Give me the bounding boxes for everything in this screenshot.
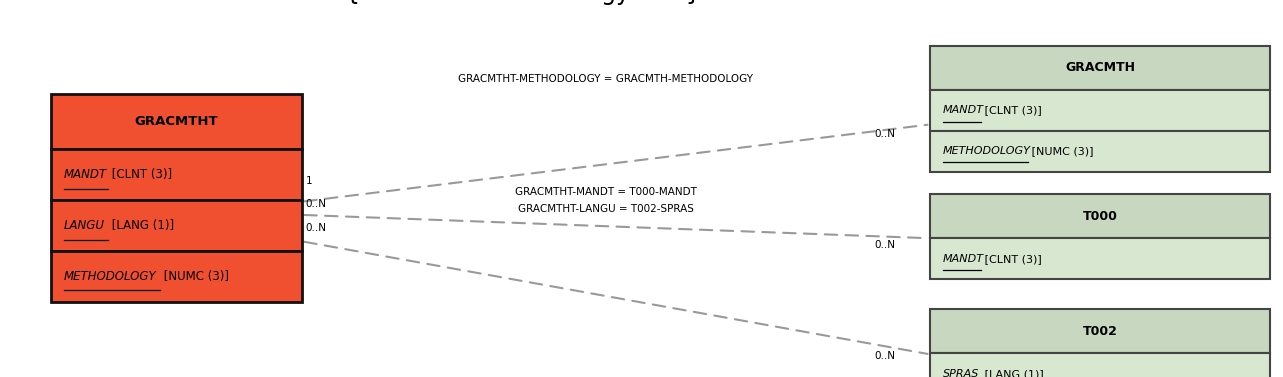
Text: MANDT: MANDT <box>943 106 984 115</box>
Text: [NUMC (3)]: [NUMC (3)] <box>160 270 230 283</box>
Text: T002: T002 <box>1083 325 1117 337</box>
Bar <box>930 194 1270 238</box>
Text: METHODOLOGY: METHODOLOGY <box>64 270 157 283</box>
Text: GRACMTH: GRACMTH <box>1065 61 1135 74</box>
Bar <box>930 353 1270 377</box>
Text: 0..N: 0..N <box>305 223 326 233</box>
Text: 0..N: 0..N <box>875 129 896 139</box>
Text: LANGU: LANGU <box>64 219 105 232</box>
Text: METHODOLOGY: METHODOLOGY <box>943 146 1030 156</box>
Text: GRACMTHT: GRACMTHT <box>135 115 218 128</box>
Text: [NUMC (3)]: [NUMC (3)] <box>1028 146 1093 156</box>
Text: GRACMTHT-METHODOLOGY = GRACMTH-METHODOLOGY: GRACMTHT-METHODOLOGY = GRACMTH-METHODOLO… <box>458 74 753 84</box>
Bar <box>51 94 302 149</box>
Text: 0..N: 0..N <box>875 351 896 361</box>
Bar <box>51 251 302 302</box>
Text: 1: 1 <box>305 176 312 186</box>
Text: T000: T000 <box>1083 210 1117 222</box>
Bar <box>930 90 1270 131</box>
Text: [LANG (1)]: [LANG (1)] <box>108 219 174 232</box>
Text: [CLNT (3)]: [CLNT (3)] <box>108 168 172 181</box>
Bar <box>930 46 1270 90</box>
Text: [LANG (1)]: [LANG (1)] <box>981 369 1044 377</box>
Text: [CLNT (3)]: [CLNT (3)] <box>981 254 1042 264</box>
Text: MANDT: MANDT <box>64 168 108 181</box>
Text: SPRAS: SPRAS <box>943 369 979 377</box>
Text: 0..N: 0..N <box>875 240 896 250</box>
Bar <box>51 149 302 200</box>
Text: MANDT: MANDT <box>943 254 984 264</box>
Bar <box>51 200 302 251</box>
Text: [CLNT (3)]: [CLNT (3)] <box>981 106 1042 115</box>
Bar <box>930 309 1270 353</box>
Text: SAP ABAP table GRACMTHT {GRC ERM Methodology Text}: SAP ABAP table GRACMTHT {GRC ERM Methodo… <box>13 0 701 5</box>
Bar <box>930 238 1270 279</box>
Bar <box>930 131 1270 172</box>
Text: GRACMTHT-MANDT = T000-MANDT
GRACMTHT-LANGU = T002-SPRAS: GRACMTHT-MANDT = T000-MANDT GRACMTHT-LAN… <box>514 187 697 214</box>
Text: 0..N: 0..N <box>305 199 326 208</box>
